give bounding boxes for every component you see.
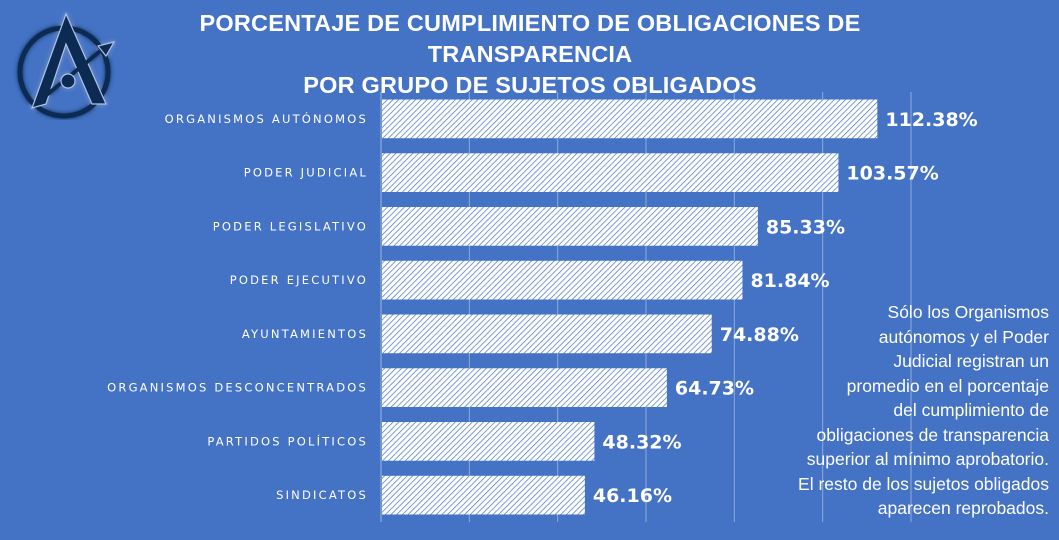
value-label: 85.33% xyxy=(766,216,845,238)
category-label: ORGANISMOS AUTÓNOMOS xyxy=(165,111,368,126)
value-label: 46.16% xyxy=(593,485,672,507)
chart-title-line-2: POR GRUPO DE SUJETOS OBLIGADOS xyxy=(303,72,757,98)
logo-icon xyxy=(17,12,116,119)
bar-3 xyxy=(382,260,743,300)
annotation-line: del cumplimiento de xyxy=(893,400,1049,420)
value-labels: 112.38% 103.57% 85.33% 81.84% 74.88% 64.73% 48… xyxy=(593,109,978,507)
bar-6 xyxy=(382,422,595,461)
annotation-line: Sólo los Organismos xyxy=(887,302,1049,322)
bar-4 xyxy=(382,314,712,354)
bar-1 xyxy=(382,153,839,192)
annotation-line: aparecen reprobados. xyxy=(877,498,1049,518)
bar-7 xyxy=(382,475,585,515)
value-label: 48.32% xyxy=(602,431,681,453)
annotation-line: Judicial registran un xyxy=(893,351,1049,371)
value-label: 81.84% xyxy=(750,270,829,292)
bars xyxy=(382,99,878,515)
category-labels: ORGANISMOS AUTÓNOMOS PODER JUDICIAL PODER … xyxy=(107,111,368,502)
value-label: 103.57% xyxy=(846,163,938,185)
annotation-note: Sólo los Organismos autónomos y el Poder J… xyxy=(749,300,1049,521)
annotation-line: El resto de los sujetos obligados xyxy=(798,473,1049,494)
category-label: PARTIDOS POLÍTICOS xyxy=(207,433,368,448)
chart-title-line-1: PORCENTAJE DE CUMPLIMIENTO DE OBLIGACION… xyxy=(199,10,861,67)
value-label: 112.38% xyxy=(885,109,977,131)
bar-0 xyxy=(382,99,878,139)
category-label: PODER JUDICIAL xyxy=(244,166,368,180)
category-label: SINDICATOS xyxy=(276,488,368,502)
annotation-line: promedio en el porcentaje xyxy=(846,375,1049,396)
value-label: 64.73% xyxy=(675,378,754,400)
category-label: ORGANISMOS DESCONCENTRADOS xyxy=(107,381,368,395)
bar-5 xyxy=(382,368,667,407)
category-label: PODER EJECUTIVO xyxy=(230,273,368,287)
annotation-line: autónomos y el Poder xyxy=(878,326,1049,347)
category-label: AYUNTAMIENTOS xyxy=(242,327,368,341)
chart-title: PORCENTAJE DE CUMPLIMIENTO DE OBLIGACION… xyxy=(110,8,950,101)
value-label: 74.88% xyxy=(720,324,799,346)
annotation-line: superior al mínimo aprobatorio. xyxy=(806,449,1049,469)
category-label: PODER LEGISLATIVO xyxy=(213,219,368,233)
annotation-line: obligaciones de transparencia xyxy=(816,424,1049,445)
bar-2 xyxy=(382,207,758,246)
